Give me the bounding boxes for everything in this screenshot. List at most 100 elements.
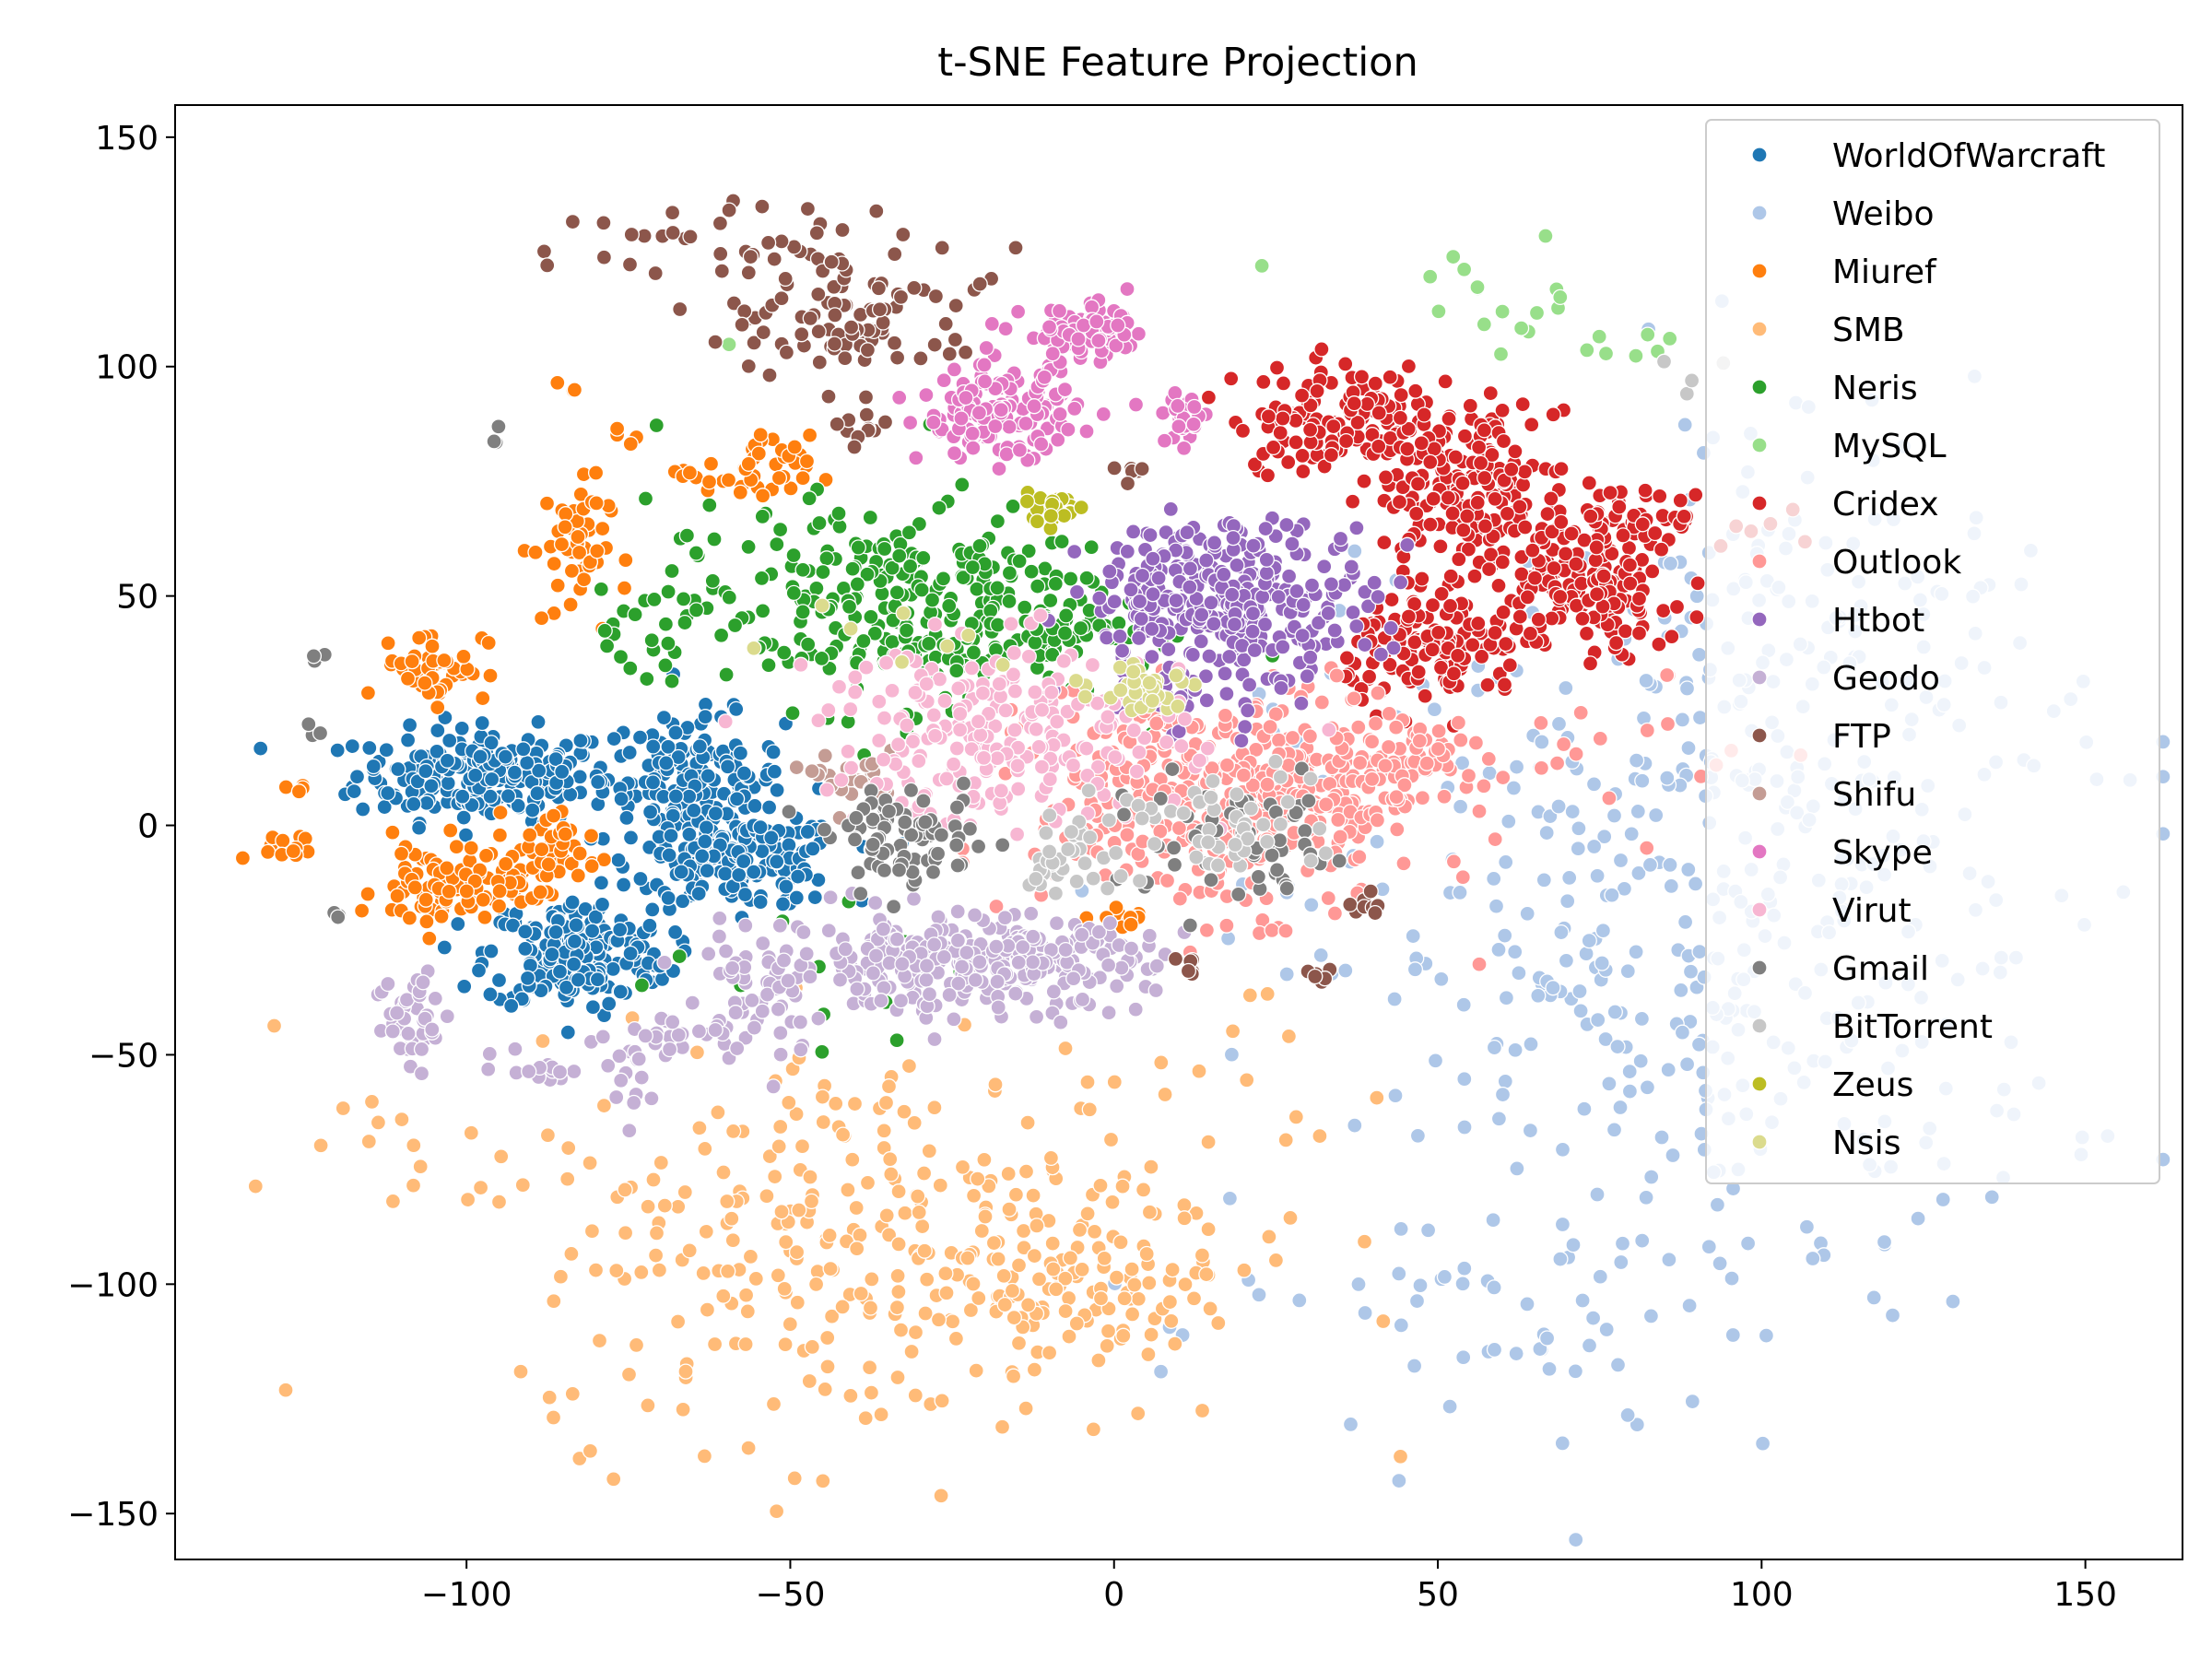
data-point: [1383, 591, 1400, 608]
data-point: [610, 852, 627, 868]
data-point: [1301, 421, 1319, 438]
data-point: [938, 1285, 955, 1301]
data-point: [771, 521, 789, 538]
data-point: [1452, 884, 1468, 901]
data-point: [1179, 524, 1195, 541]
data-point: [1476, 778, 1492, 794]
data-point: [1057, 1302, 1074, 1320]
data-point: [612, 983, 629, 1000]
data-point: [983, 315, 1000, 333]
data-point: [1561, 869, 1578, 887]
data-point: [546, 555, 562, 572]
data-point: [989, 512, 1006, 530]
data-point: [875, 314, 891, 331]
data-point: [566, 382, 583, 398]
data-point: [1366, 574, 1382, 591]
data-point: [335, 1100, 351, 1117]
data-point: [622, 830, 640, 846]
data-point: [1088, 313, 1105, 330]
data-point: [747, 797, 763, 815]
data-point: [1604, 887, 1620, 903]
data-point: [1100, 1005, 1117, 1021]
data-point: [1367, 375, 1383, 392]
data-point: [1552, 588, 1569, 606]
data-point: [801, 490, 818, 507]
data-point: [1477, 469, 1493, 487]
data-point: [1244, 605, 1262, 622]
data-point: [1113, 642, 1131, 659]
data-point: [393, 845, 410, 862]
data-point: [1198, 692, 1215, 709]
data-point: [1018, 1163, 1035, 1180]
data-point: [606, 1471, 622, 1488]
data-point: [1157, 1086, 1173, 1103]
data-point: [570, 867, 586, 884]
data-point: [1362, 883, 1379, 900]
data-point: [563, 1245, 580, 1263]
data-point: [1200, 1221, 1217, 1238]
data-point: [643, 1090, 660, 1107]
data-point: [755, 935, 771, 952]
data-point: [394, 1111, 410, 1128]
data-point: [1320, 605, 1336, 622]
data-point: [1507, 443, 1524, 460]
data-point: [1164, 1261, 1181, 1278]
data-point: [663, 828, 679, 844]
data-point: [1182, 560, 1199, 577]
data-point: [1342, 1416, 1359, 1433]
data-point: [954, 959, 971, 975]
data-point: [925, 936, 943, 953]
data-point: [1023, 905, 1040, 922]
data-point: [1346, 690, 1362, 707]
data-point: [1486, 1039, 1503, 1056]
data-point: [1393, 1317, 1409, 1334]
data-point: [1265, 439, 1282, 456]
data-point: [564, 894, 581, 911]
data-point: [890, 1183, 907, 1200]
data-point: [1278, 966, 1295, 982]
data-point: [807, 1276, 825, 1293]
data-point: [720, 472, 737, 488]
data-point: [1320, 889, 1336, 907]
data-point: [798, 946, 815, 962]
data-point: [815, 1113, 831, 1131]
data-point: [1175, 440, 1193, 456]
data-point: [1405, 927, 1421, 945]
data-point: [641, 804, 659, 820]
data-point: [1530, 611, 1547, 628]
data-point: [1079, 1074, 1096, 1090]
data-point: [1408, 1292, 1426, 1310]
data-point: [1135, 1182, 1152, 1198]
data-point: [1470, 439, 1488, 455]
data-point: [1053, 533, 1070, 550]
data-point: [1453, 732, 1469, 748]
data-point: [1526, 570, 1544, 586]
data-point: [572, 732, 589, 749]
data-point: [1280, 1028, 1298, 1045]
data-point: [802, 969, 818, 985]
data-point: [1026, 398, 1042, 415]
data-point: [1048, 915, 1065, 932]
data-point: [1659, 715, 1677, 733]
data-point: [667, 788, 684, 805]
data-point: [1528, 304, 1546, 322]
data-point: [1538, 824, 1555, 841]
data-point: [891, 389, 908, 406]
data-point: [611, 1048, 628, 1065]
data-point: [1632, 1053, 1649, 1069]
data-point: [1387, 1088, 1404, 1104]
data-point: [1388, 789, 1405, 806]
data-point: [612, 922, 629, 938]
data-point: [1430, 723, 1447, 739]
data-point: [892, 288, 910, 305]
data-point: [1399, 441, 1416, 457]
data-point: [1524, 542, 1541, 559]
data-point: [1140, 1346, 1157, 1363]
data-point: [648, 1225, 665, 1241]
data-point: [1024, 954, 1041, 971]
data-point: [887, 246, 903, 263]
data-point: [441, 883, 457, 900]
data-point: [633, 977, 651, 994]
data-point: [560, 1139, 577, 1157]
data-point: [1495, 769, 1512, 786]
